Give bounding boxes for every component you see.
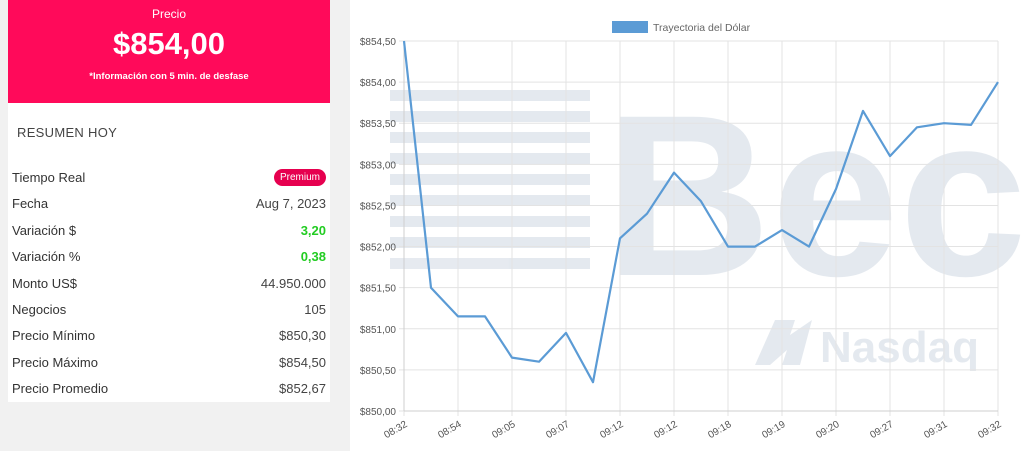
summary-row-value: Aug 7, 2023 — [255, 196, 326, 212]
price-value: $854,00 — [112, 26, 226, 61]
series-line — [402, 40, 999, 384]
watermark-stripe — [390, 216, 590, 227]
x-tick-label: 09:07 — [544, 419, 572, 441]
x-tick-label: 09:12 — [598, 419, 626, 441]
watermark-stripe — [390, 237, 590, 248]
watermark-text: Bec — [605, 67, 1024, 324]
price-panel: Precio $854,00 *Información con 5 min. d… — [8, 0, 330, 103]
summary-row: Precio Mínimo $850,30 — [8, 322, 330, 348]
y-tick-label: $851,00 — [360, 325, 397, 336]
x-tick-label: 09:27 — [868, 419, 896, 441]
summary-row-value: 0,38 — [300, 249, 326, 265]
x-tick-label: 09:12 — [652, 419, 680, 441]
summary-row: Precio Máximo $854,50 — [8, 349, 330, 375]
summary-row: Precio Promedio $852,67 — [8, 375, 330, 401]
summary-row: Monto US$ 44.950.000 — [8, 270, 330, 296]
summary-row-value: $854,50 — [279, 354, 326, 370]
y-tick-label: $851,50 — [360, 284, 397, 295]
x-tick-label: 08:54 — [436, 419, 464, 441]
summary-panel: Precio $854,00 *Información con 5 min. d… — [8, 0, 330, 402]
summary-row-label: Variación % — [12, 249, 81, 265]
summary-row-value: $852,67 — [279, 381, 326, 397]
summary-row: Variación $ 3,20 — [8, 217, 330, 243]
summary-row-value: 3,20 — [300, 222, 326, 238]
summary-row-label: Monto US$ — [12, 275, 78, 291]
y-tick-label: $850,00 — [360, 407, 397, 418]
summary-row-label: Precio Mínimo — [12, 328, 96, 344]
chart-panel: Bec Nasdaq $850,00 $850,50 $851,00 $851,50 $85… — [350, 0, 1024, 451]
summary-row-value: 44.950.000 — [260, 275, 326, 291]
summary-row: Fecha Aug 7, 2023 — [8, 190, 330, 216]
summary-title: RESUMEN HOY — [17, 125, 118, 140]
y-tick-label: $852,50 — [360, 201, 397, 212]
summary-row-label: Fecha — [12, 196, 49, 212]
watermark-stripe — [390, 195, 590, 206]
summary-row-label: Tiempo Real — [12, 170, 86, 185]
watermark-stripe — [390, 111, 590, 122]
y-tick-label: $853,00 — [360, 160, 397, 171]
y-tick-label: $854,50 — [360, 37, 397, 48]
summary-row-value: $850,30 — [279, 328, 326, 344]
x-tick-label: 09:05 — [490, 419, 518, 441]
premium-badge[interactable]: Premium — [273, 169, 326, 186]
watermark-stripe — [390, 132, 590, 143]
summary-row: Tiempo Real Premium — [8, 164, 330, 190]
summary-row: Variación % 0,38 — [8, 243, 330, 269]
x-tick-label: 09:19 — [760, 419, 788, 441]
price-label: Precio — [151, 7, 186, 21]
nasdaq-logo-icon — [755, 320, 812, 365]
legend-label: Trayectoria del Dólar — [653, 22, 751, 34]
x-tick-label: 09:32 — [976, 419, 1004, 441]
y-tick-label: $854,00 — [360, 78, 397, 89]
summary-row-label: Negocios — [12, 301, 67, 317]
watermark-stripe — [390, 258, 590, 269]
watermark-stripe — [390, 90, 590, 101]
summary-row-value: 105 — [304, 301, 326, 317]
x-tick-label: 09:18 — [706, 419, 734, 441]
x-tick-label: 08:32 — [382, 419, 410, 441]
summary-row-label: Precio Máximo — [12, 354, 98, 370]
y-tick-label: $853,50 — [360, 119, 397, 130]
x-tick-label: 09:31 — [922, 419, 950, 441]
watermark-stripe — [390, 153, 590, 164]
summary-table: Tiempo Real Premium Fecha Aug 7, 2023 Variac… — [8, 164, 330, 402]
x-tick-label: 09:20 — [814, 419, 842, 441]
watermark-subtext: Nasdaq — [820, 323, 979, 372]
y-tick-label: $850,50 — [360, 366, 397, 377]
watermark-stripe — [390, 174, 590, 185]
summary-row: Negocios 105 — [8, 296, 330, 322]
y-tick-label: $852,00 — [360, 243, 397, 254]
legend-swatch — [612, 21, 648, 33]
summary-row-label: Variación $ — [12, 222, 77, 238]
delay-note: *Información con 5 min. de desfase — [89, 71, 249, 82]
summary-row-label: Precio Promedio — [12, 381, 109, 397]
